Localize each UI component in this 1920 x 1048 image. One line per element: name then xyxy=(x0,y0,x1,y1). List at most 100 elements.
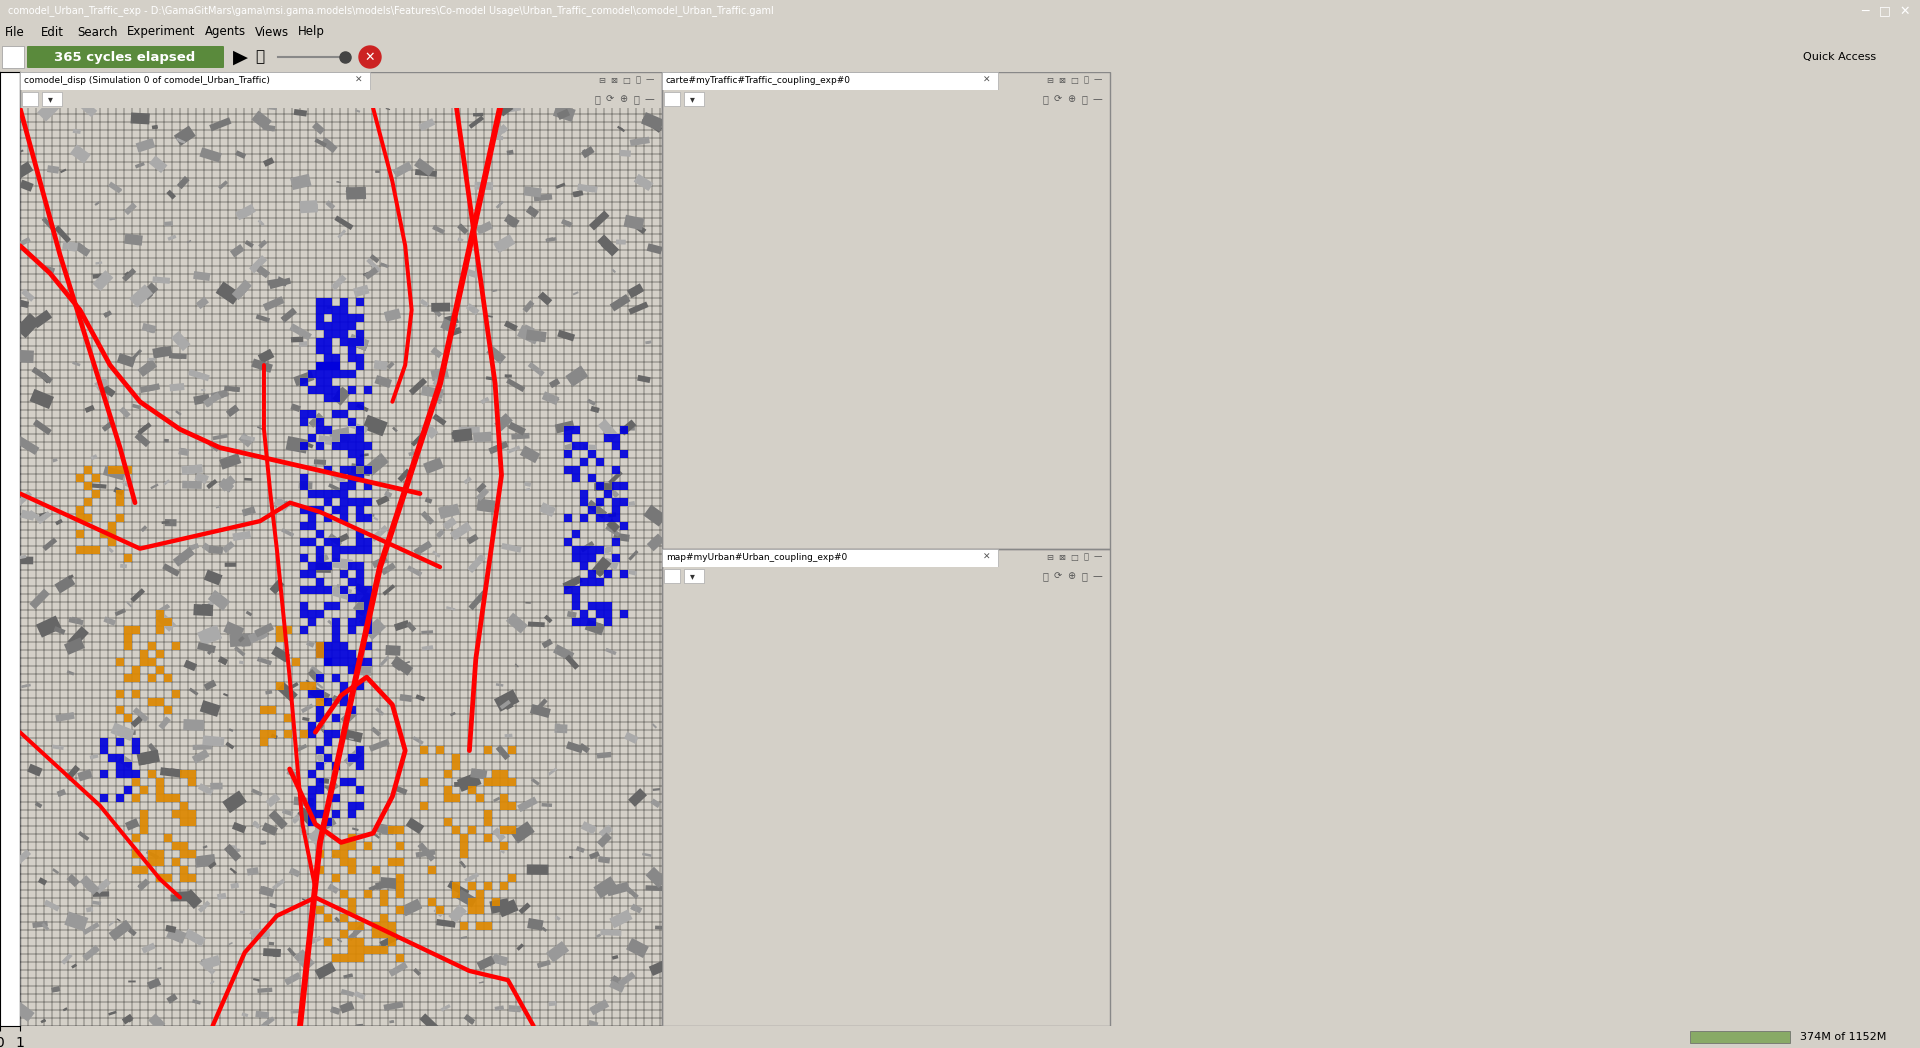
Bar xyxy=(132,349,142,359)
Bar xyxy=(42,266,50,272)
Bar xyxy=(317,586,324,594)
Bar xyxy=(300,506,307,514)
Bar xyxy=(419,118,436,131)
Bar xyxy=(171,331,190,351)
Bar xyxy=(528,918,543,931)
Bar xyxy=(324,602,332,610)
Bar xyxy=(605,618,612,626)
Text: Agents: Agents xyxy=(205,25,246,39)
Bar xyxy=(290,174,311,190)
Bar xyxy=(626,501,636,507)
Bar xyxy=(324,339,332,346)
Bar xyxy=(332,554,340,562)
Bar xyxy=(388,922,396,930)
Bar xyxy=(595,503,603,507)
Bar xyxy=(115,690,125,698)
Bar xyxy=(309,685,330,703)
Bar xyxy=(553,645,574,661)
Bar xyxy=(380,922,388,930)
Bar xyxy=(77,506,84,514)
Bar xyxy=(90,407,94,411)
Bar xyxy=(209,117,232,131)
Bar xyxy=(340,890,348,898)
Bar xyxy=(12,558,23,561)
Bar xyxy=(589,400,593,403)
Bar xyxy=(148,387,159,392)
Bar xyxy=(46,166,60,174)
Bar xyxy=(355,586,365,594)
Bar xyxy=(609,910,632,929)
Bar xyxy=(555,398,559,401)
Bar xyxy=(109,920,132,941)
Bar xyxy=(282,809,294,816)
Bar xyxy=(524,481,532,487)
Bar xyxy=(468,898,476,907)
Bar xyxy=(115,490,125,498)
Bar xyxy=(292,658,300,665)
Bar xyxy=(324,370,332,378)
Bar xyxy=(390,1020,394,1023)
Bar xyxy=(365,586,372,594)
Bar xyxy=(526,602,530,604)
Bar xyxy=(108,754,115,762)
Bar xyxy=(307,640,311,645)
Bar xyxy=(196,297,209,309)
Bar xyxy=(564,425,572,434)
Bar xyxy=(100,738,108,746)
Bar xyxy=(40,1019,46,1023)
Bar xyxy=(171,894,190,901)
Bar xyxy=(392,161,413,177)
Bar xyxy=(84,514,92,522)
Bar xyxy=(340,466,348,474)
Bar xyxy=(486,346,507,364)
Bar xyxy=(595,546,605,554)
Bar xyxy=(150,155,167,173)
Bar xyxy=(386,645,401,656)
Bar xyxy=(132,770,140,778)
Bar xyxy=(77,242,84,250)
Bar xyxy=(301,703,313,713)
Bar xyxy=(605,514,612,522)
Bar xyxy=(568,580,578,588)
Text: 374M of 1152M: 374M of 1152M xyxy=(1801,1032,1885,1042)
Bar xyxy=(476,221,493,235)
Bar xyxy=(202,543,213,553)
Bar xyxy=(476,907,484,914)
Bar xyxy=(324,785,332,790)
Bar xyxy=(365,842,372,850)
Bar xyxy=(307,514,317,522)
Bar xyxy=(19,150,23,153)
Bar xyxy=(253,978,259,982)
Bar xyxy=(324,779,328,782)
Bar xyxy=(301,831,307,834)
Bar xyxy=(522,300,534,312)
Bar xyxy=(188,874,196,882)
Bar xyxy=(83,922,100,935)
Bar xyxy=(148,1013,165,1030)
Bar xyxy=(407,661,409,663)
Bar xyxy=(372,866,380,874)
Bar xyxy=(522,325,536,337)
Bar xyxy=(340,314,348,322)
Bar xyxy=(276,682,284,690)
Bar xyxy=(132,707,150,722)
Bar xyxy=(626,888,632,894)
Bar xyxy=(307,730,317,738)
Bar xyxy=(397,468,411,482)
Bar xyxy=(555,420,574,434)
Bar xyxy=(300,482,307,490)
Bar xyxy=(240,435,255,441)
Bar xyxy=(369,514,374,517)
Bar xyxy=(188,778,196,786)
Bar xyxy=(509,107,520,112)
Bar xyxy=(612,506,620,514)
Bar xyxy=(549,378,561,388)
Bar xyxy=(67,670,75,676)
Bar xyxy=(154,127,157,129)
Bar xyxy=(461,922,468,930)
Bar xyxy=(612,536,622,540)
Bar xyxy=(507,613,528,634)
Bar xyxy=(553,104,576,122)
Bar xyxy=(547,237,553,241)
Text: ✕: ✕ xyxy=(365,50,374,64)
